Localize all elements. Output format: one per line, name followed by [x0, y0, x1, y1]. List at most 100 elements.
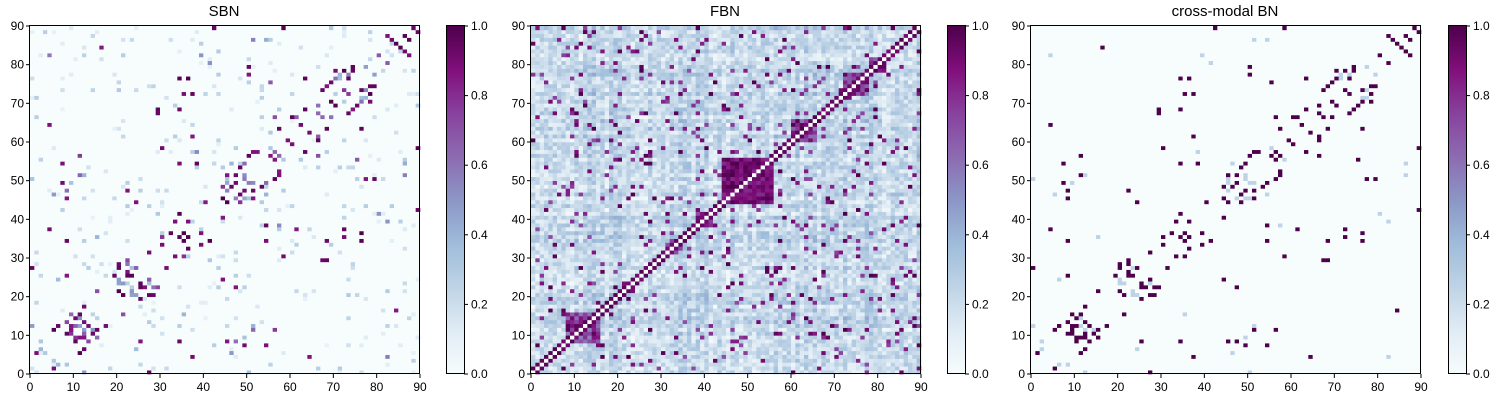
- heatmap-cell: [47, 292, 52, 297]
- heatmap-cell: [51, 242, 57, 247]
- heatmap-cell: [316, 169, 321, 174]
- heatmap-cell: [381, 176, 386, 181]
- heatmap-cell: [359, 169, 364, 174]
- heatmap-cell: [212, 258, 217, 263]
- heatmap-cell: [233, 335, 239, 340]
- heatmap-cell: [151, 350, 156, 355]
- heatmap-cell: [225, 269, 230, 274]
- heatmap-cell: [294, 273, 299, 278]
- heatmap-cell: [298, 161, 304, 166]
- heatmap-cell: [255, 196, 260, 201]
- heatmap-cell: [355, 192, 360, 197]
- heatmap-cell: [238, 246, 243, 251]
- heatmap-cell: [134, 370, 139, 375]
- heatmap-cell: [220, 184, 226, 189]
- heatmap-cell: [316, 254, 321, 259]
- heatmap-cell: [324, 366, 330, 371]
- heatmap-cell: [316, 227, 321, 232]
- heatmap-cell: [311, 285, 317, 290]
- heatmap-cell: [212, 331, 217, 336]
- heatmap-cell: [303, 207, 308, 212]
- heatmap-cell: [186, 331, 191, 336]
- heatmap-cell: [333, 281, 338, 286]
- heatmap-cell: [108, 161, 113, 166]
- heatmap-cell: [138, 335, 143, 340]
- heatmap-cell: [199, 308, 204, 313]
- heatmap-cell: [43, 211, 48, 216]
- heatmap-cell: [402, 219, 408, 224]
- heatmap-cell: [51, 223, 57, 228]
- heatmap-cell: [398, 184, 403, 189]
- heatmap-cell: [290, 354, 295, 359]
- heatmap-cell: [311, 319, 317, 325]
- heatmap-cell: [212, 230, 217, 236]
- heatmap-cell: [324, 323, 330, 328]
- heatmap-cell: [337, 246, 343, 251]
- heatmap-cell: [82, 230, 87, 236]
- heatmap-cell: [246, 362, 252, 367]
- heatmap-cell: [181, 319, 187, 325]
- heatmap-cell: [311, 370, 317, 375]
- heatmap-cell: [177, 254, 182, 259]
- heatmap-cell: [90, 296, 96, 301]
- heatmap-cell: [298, 215, 304, 220]
- heatmap-cell: [281, 281, 286, 286]
- heatmap-cell: [285, 184, 291, 189]
- heatmap-cell: [60, 319, 65, 325]
- heatmap-cell: [311, 292, 317, 297]
- heatmap-cell: [372, 203, 377, 209]
- heatmap-cell: [177, 242, 182, 247]
- heatmap-cell: [134, 358, 139, 363]
- heatmap-cell: [346, 219, 351, 224]
- heatmap-cell: [181, 180, 187, 185]
- heatmap-cell: [190, 230, 195, 236]
- heatmap-cell: [160, 180, 165, 185]
- heatmap-cell: [43, 250, 48, 255]
- heatmap-cell: [242, 323, 247, 328]
- heatmap-cell: [147, 323, 152, 328]
- heatmap-cell: [233, 230, 239, 236]
- heatmap-cell: [160, 176, 165, 181]
- heatmap-cell: [194, 346, 200, 352]
- heatmap-cell: [225, 366, 230, 371]
- heatmap-cell: [30, 207, 35, 212]
- heatmap-cell: [142, 281, 148, 286]
- heatmap-cell: [186, 242, 191, 247]
- heatmap-cell: [411, 273, 416, 278]
- heatmap-cell: [359, 184, 364, 189]
- heatmap-cell: [181, 277, 187, 282]
- heatmap-cell: [385, 370, 390, 375]
- heatmap-cell: [99, 188, 104, 193]
- heatmap-cell: [199, 312, 204, 317]
- heatmap-cell: [389, 246, 395, 251]
- heatmap-cell: [121, 312, 126, 317]
- heatmap-cell: [51, 211, 57, 216]
- heatmap-cell: [168, 312, 174, 317]
- heatmap-cell: [220, 319, 226, 325]
- heatmap-cell: [203, 254, 208, 259]
- heatmap-cell: [329, 354, 334, 359]
- heatmap-cell: [329, 223, 334, 228]
- heatmap-cell: [337, 223, 343, 228]
- heatmap-cell: [329, 304, 334, 309]
- heatmap-cell: [199, 165, 204, 170]
- heatmap-cell: [381, 254, 386, 259]
- heatmap-cell: [246, 230, 252, 236]
- heatmap-cell: [77, 346, 83, 352]
- heatmap-cell: [402, 339, 408, 344]
- heatmap-cell: [342, 362, 347, 367]
- heatmap-cell: [346, 246, 351, 251]
- heatmap-cell: [342, 188, 347, 193]
- heatmap-cell: [268, 254, 273, 259]
- heatmap-cell: [203, 331, 208, 336]
- heatmap-cell: [86, 180, 91, 185]
- heatmap-cell: [207, 261, 213, 267]
- heatmap-cell: [355, 343, 360, 348]
- heatmap-cell: [69, 196, 74, 201]
- heatmap-cell: [69, 180, 74, 185]
- heatmap-cell: [411, 215, 416, 220]
- heatmap-cell: [56, 304, 61, 309]
- heatmap-cell: [138, 265, 143, 270]
- heatmap-cell: [203, 350, 208, 355]
- heatmap-cell: [86, 354, 91, 359]
